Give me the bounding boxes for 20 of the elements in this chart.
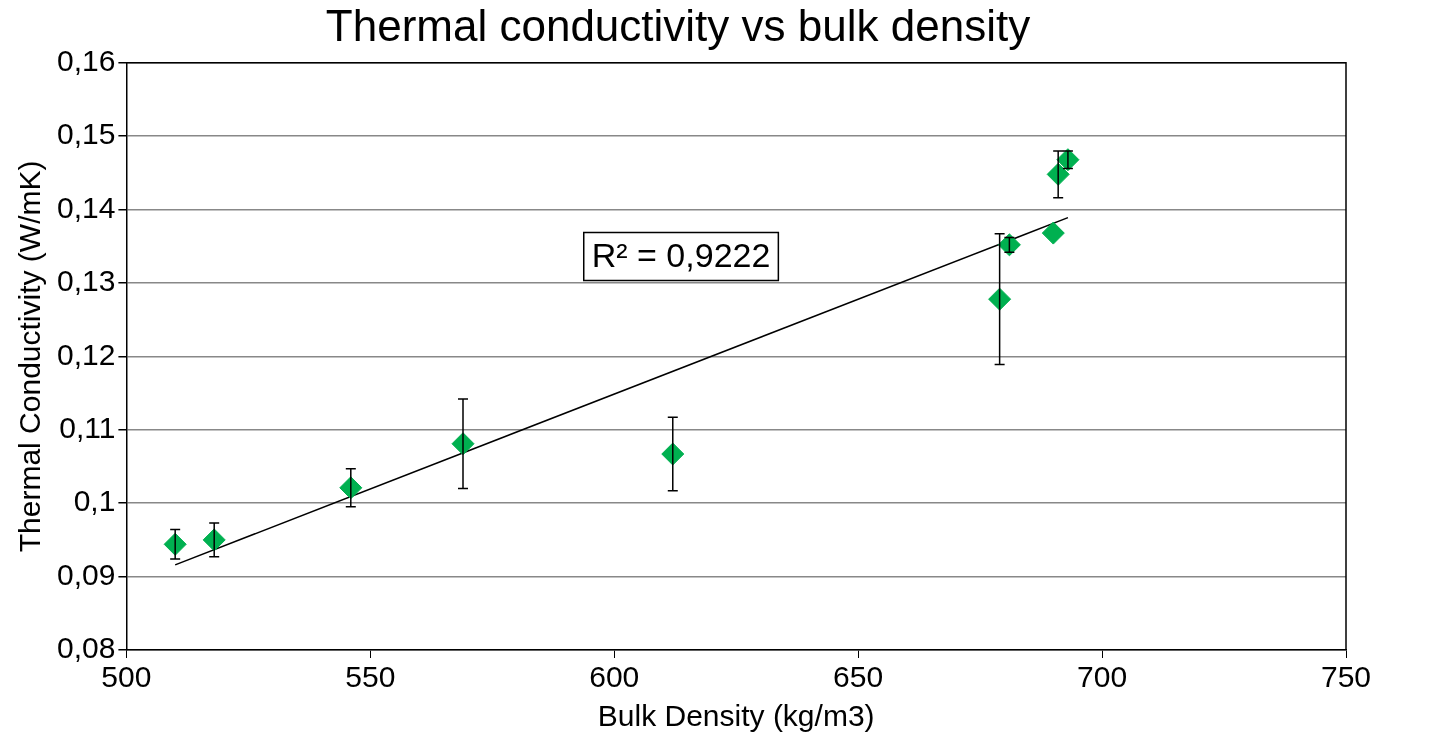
y-tick-label: 0,16 [57, 44, 116, 78]
point [1041, 221, 1065, 245]
y-tick-label: 0,11 [59, 411, 116, 445]
y-tick-label: 0,14 [57, 190, 116, 224]
x-tick-label: 600 [589, 660, 640, 694]
y-tick-label: 0,09 [57, 557, 116, 591]
y-tick-label: 0,12 [57, 337, 116, 371]
point [988, 287, 1012, 311]
y-tick-label: 0,1 [73, 484, 116, 518]
x-tick-label: 750 [1320, 660, 1372, 694]
x-tick-label: 550 [345, 660, 396, 694]
point [997, 233, 1021, 257]
x-tick-label: 650 [833, 660, 884, 694]
y-axis-title: Thermal Conductivity (W/mK) [13, 160, 47, 553]
chart-title: Thermal conductivity vs bulk density [325, 0, 1031, 50]
y-tick-label: 0,15 [57, 117, 116, 151]
annotation: R² = 0,9222 [591, 235, 771, 274]
x-axis-title: Bulk Density (kg/m3) [597, 699, 875, 733]
y-tick-label: 0,13 [57, 264, 116, 298]
x-tick-label: 700 [1077, 660, 1128, 694]
